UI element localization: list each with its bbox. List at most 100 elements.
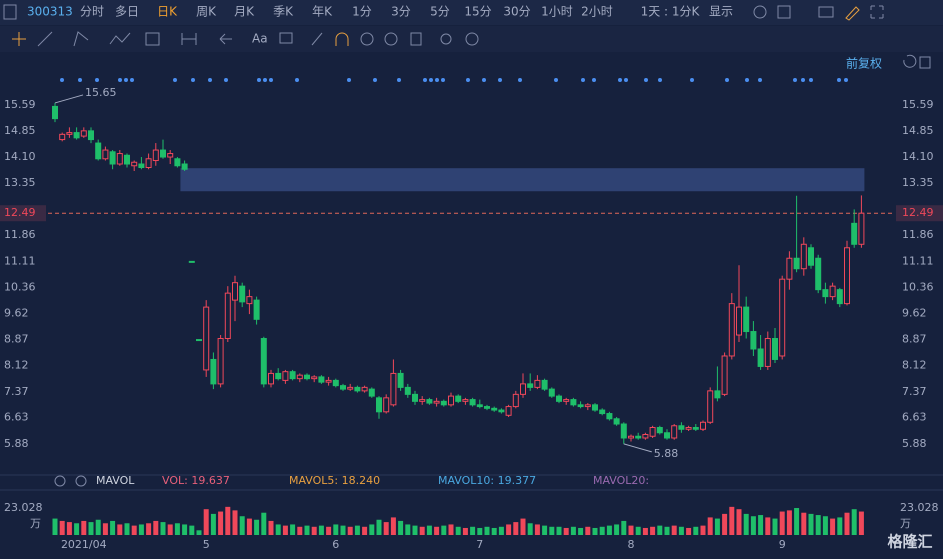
adjust-mode[interactable]: 前复权 bbox=[846, 56, 882, 71]
event-dot bbox=[295, 78, 299, 82]
sync-tool[interactable] bbox=[360, 32, 374, 46]
volume-bar bbox=[678, 526, 684, 535]
period-button[interactable]: 2小时 bbox=[581, 5, 613, 19]
event-dot bbox=[658, 78, 662, 82]
period-button[interactable]: 5分 bbox=[430, 5, 450, 19]
event-dot bbox=[191, 78, 195, 82]
wave-tool[interactable] bbox=[109, 32, 131, 45]
candle-body bbox=[664, 432, 670, 439]
candle-body bbox=[671, 425, 678, 439]
candle-body bbox=[404, 386, 411, 395]
arrow-tool[interactable] bbox=[219, 33, 232, 45]
period-button[interactable]: 显示 bbox=[709, 5, 733, 19]
y-tick-label-right: 5.88 bbox=[902, 437, 927, 450]
volume-bar bbox=[498, 526, 504, 535]
candle-body bbox=[642, 433, 649, 439]
event-dot bbox=[801, 78, 805, 82]
fullscreen-icon[interactable] bbox=[870, 5, 884, 19]
layer-tool[interactable] bbox=[440, 33, 452, 45]
volume-bar bbox=[614, 524, 620, 535]
candle-body bbox=[721, 355, 728, 395]
volume-bar bbox=[52, 518, 58, 535]
candle-body bbox=[786, 257, 793, 280]
volume-bar bbox=[462, 527, 468, 535]
candle-body bbox=[685, 427, 692, 430]
candle-body bbox=[188, 260, 195, 263]
candle-body bbox=[800, 243, 807, 270]
candle-body bbox=[268, 372, 274, 385]
range-tool[interactable] bbox=[181, 33, 197, 45]
candle-body bbox=[512, 393, 519, 408]
delete-tool[interactable] bbox=[410, 32, 422, 46]
candle-body bbox=[649, 427, 656, 437]
y-tick-label-right: 9.62 bbox=[902, 306, 927, 319]
magnet-tool[interactable] bbox=[335, 32, 349, 46]
volume-bar bbox=[470, 526, 476, 535]
volume-bar bbox=[758, 515, 764, 535]
period-button[interactable]: 1分 bbox=[352, 5, 372, 19]
period-button[interactable]: 3分 bbox=[391, 5, 411, 19]
y-tick-label-right: 11.86 bbox=[902, 228, 934, 241]
draw-settings-tool[interactable] bbox=[465, 32, 479, 46]
indicator-label: MAVOL10: bbox=[438, 474, 498, 487]
event-dot bbox=[429, 78, 433, 82]
symbol[interactable]: 300313 bbox=[27, 5, 73, 19]
volume-bar bbox=[851, 509, 857, 535]
font-tool[interactable]: Aa bbox=[252, 32, 268, 46]
candle-body bbox=[678, 425, 685, 430]
candle-body bbox=[361, 386, 368, 392]
event-dot bbox=[466, 78, 470, 82]
hide-tool[interactable] bbox=[384, 32, 398, 46]
volume-bar bbox=[117, 524, 123, 535]
candle-body bbox=[815, 257, 822, 291]
volume-bar bbox=[686, 527, 692, 535]
y-tick-label-left: 11.86 bbox=[4, 228, 36, 241]
volume-bar bbox=[239, 516, 245, 535]
volume-bar bbox=[74, 523, 80, 535]
event-dot bbox=[423, 78, 427, 82]
candle-body bbox=[433, 400, 440, 404]
volume-bar bbox=[174, 523, 180, 535]
event-dot bbox=[498, 78, 502, 82]
volume-bar bbox=[182, 524, 188, 535]
vol-settings[interactable] bbox=[54, 475, 66, 487]
period-button[interactable]: 1天 : 1分K bbox=[641, 5, 701, 19]
volume-bar bbox=[628, 525, 634, 535]
sidebar-icon[interactable] bbox=[3, 4, 17, 20]
period-button[interactable]: 周K bbox=[196, 5, 217, 19]
period-button[interactable]: 1小时 bbox=[541, 5, 573, 19]
candle-body bbox=[196, 339, 202, 342]
vol-close[interactable] bbox=[75, 475, 87, 487]
period-button[interactable]: 30分 bbox=[503, 5, 530, 19]
period-button[interactable]: 日K bbox=[157, 5, 178, 19]
volume-bar bbox=[218, 511, 224, 535]
settings-icon[interactable] bbox=[753, 5, 767, 19]
channel-tool[interactable] bbox=[73, 31, 89, 47]
ruler-tool[interactable] bbox=[311, 32, 323, 46]
camera-icon[interactable] bbox=[818, 6, 834, 18]
period-button[interactable]: 15分 bbox=[464, 5, 491, 19]
event-dot bbox=[130, 78, 134, 82]
volume-bar bbox=[318, 525, 324, 535]
y-tick-label-left: 14.10 bbox=[4, 150, 36, 163]
candle-body bbox=[836, 289, 843, 305]
panel-icon[interactable] bbox=[919, 56, 931, 69]
event-dot bbox=[269, 78, 273, 82]
candle-body bbox=[160, 149, 166, 158]
period-button[interactable]: 季K bbox=[273, 5, 294, 19]
event-dot bbox=[95, 78, 99, 82]
volume-bar bbox=[570, 526, 576, 535]
undo-icon[interactable] bbox=[903, 54, 917, 68]
crosshair-icon[interactable] bbox=[12, 32, 26, 46]
fib-tool[interactable] bbox=[145, 32, 160, 46]
checkbox-icon[interactable] bbox=[777, 5, 791, 19]
period-button[interactable]: 年K bbox=[312, 5, 333, 19]
y-tick-label-left: 10.36 bbox=[4, 281, 36, 294]
volume-bar bbox=[657, 525, 663, 535]
period-button[interactable]: 多日 bbox=[115, 5, 139, 19]
period-button[interactable]: 月K bbox=[234, 5, 255, 19]
line-tool[interactable] bbox=[37, 31, 53, 47]
note-tool[interactable] bbox=[279, 32, 293, 44]
pen-icon[interactable] bbox=[845, 6, 860, 21]
period-button[interactable]: 分时 bbox=[80, 5, 104, 19]
